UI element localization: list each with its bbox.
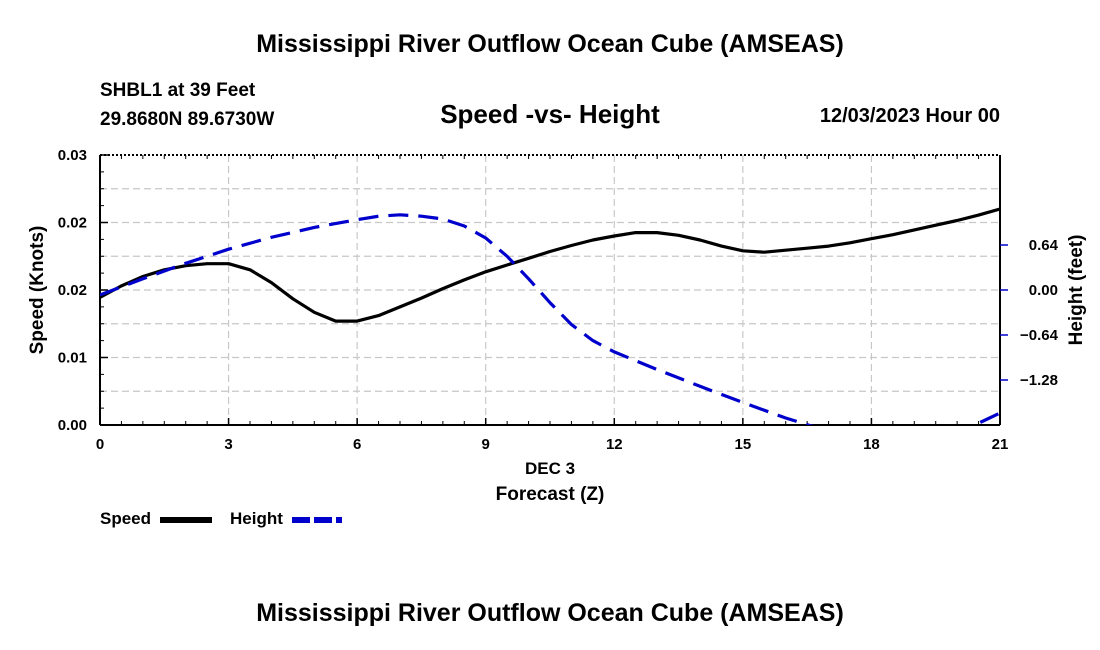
legend-height-label: Height: [230, 509, 283, 528]
y-tick-label: 0.03: [58, 147, 87, 164]
forecast-datetime: 12/03/2023 Hour 00: [819, 105, 1000, 127]
axis-labels: DEC 3 Forecast (Z) Speed (Knots) Height …: [27, 226, 1087, 505]
x-tick-label: 9: [482, 436, 490, 453]
y2-axis-label: Height (feet): [1066, 235, 1087, 346]
legend-speed-label: Speed: [100, 509, 152, 528]
grid-lines: [100, 155, 1000, 425]
chart-title: Mississippi River Outflow Ocean Cube (AM…: [256, 30, 844, 58]
x-tick-label: 15: [735, 436, 752, 453]
legend-speed-swatch: [160, 517, 212, 523]
x-axis-label: Forecast (Z): [496, 484, 605, 505]
x-tick-label: 21: [992, 436, 1009, 453]
station-coords: 29.8680N 89.6730W: [100, 109, 275, 130]
x-axis-sublabel: DEC 3: [525, 459, 575, 478]
y2-tick-label: −1.28: [1020, 372, 1058, 389]
y-tick-label: 0.01: [58, 350, 87, 367]
series-line-speed: [100, 207, 1000, 323]
y-tick-label: 0.02: [58, 215, 87, 232]
x-tick-label: 12: [606, 436, 623, 453]
x-tick-label: 3: [224, 436, 232, 453]
y2-tick-label: 0.00: [1029, 282, 1058, 299]
y2-tick-label: −0.64: [1020, 327, 1059, 344]
station-info: SHBL1 at 39 Feet 29.8680N 89.6730W: [100, 76, 274, 134]
x-tick-label: 18: [863, 436, 880, 453]
footer-title: Mississippi River Outflow Ocean Cube (AM…: [256, 599, 844, 627]
legend-height: Height: [230, 509, 342, 529]
x-tick-label: 0: [96, 436, 104, 453]
series-line-height: [100, 213, 1000, 425]
series-group: [100, 207, 1000, 425]
legend-height-swatch: [292, 517, 342, 523]
x-tick-label: 6: [353, 436, 361, 453]
chart-subtitle: Speed -vs- Height: [440, 99, 660, 129]
axis-ticks: 0 3 6 9 12 15 18 21 0.00 0.01 0.02 0.02 0.03 −1.28 −0.…: [58, 147, 1059, 453]
y-axis-label: Speed (Knots): [27, 226, 48, 355]
station-name: SHBL1 at 39 Feet: [100, 80, 256, 101]
y-tick-label: 0.02: [58, 282, 87, 299]
legend-speed: Speed: [100, 509, 212, 529]
y2-tick-label: 0.64: [1029, 237, 1059, 254]
y-tick-label: 0.00: [58, 417, 87, 434]
